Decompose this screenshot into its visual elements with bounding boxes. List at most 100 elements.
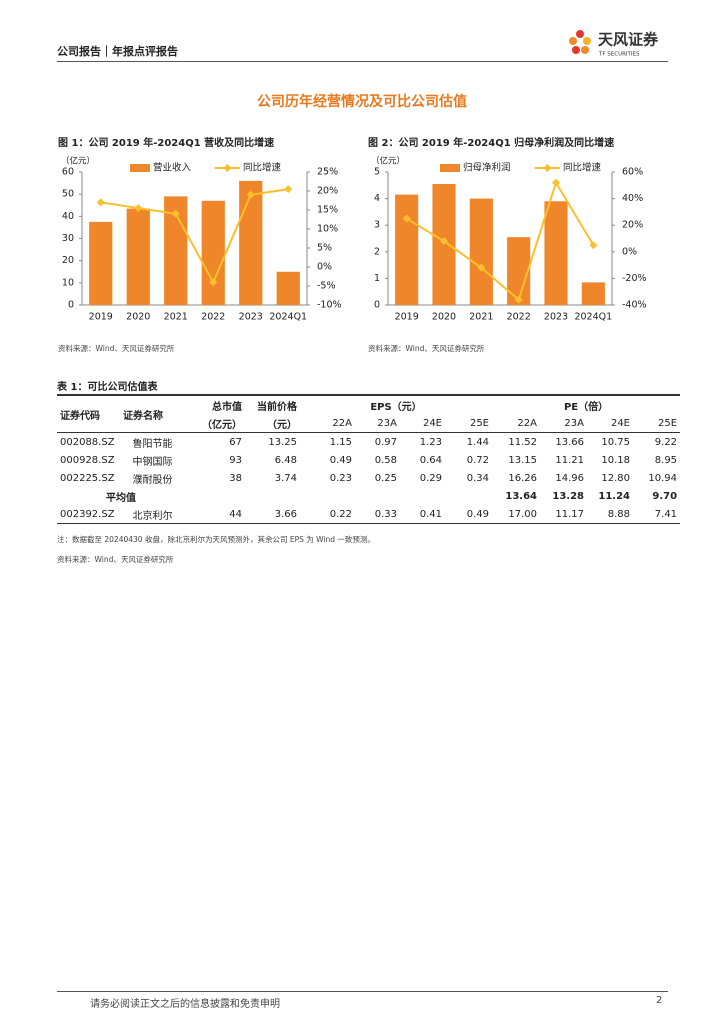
bar — [276, 271, 300, 305]
table-cell: 38 — [229, 472, 242, 484]
table-cell: 0.25 — [374, 472, 397, 484]
table-cell: 濮耐股份 — [132, 474, 173, 486]
x-tick-label: 2021 — [164, 312, 188, 323]
table-cell: 11.52 — [508, 436, 537, 448]
table-cell: 9.70 — [652, 490, 678, 502]
y2-tick-label: 10% — [317, 224, 338, 235]
marker — [171, 209, 180, 218]
table-cell: 25E — [658, 417, 678, 429]
table-cell: 3.66 — [274, 508, 297, 520]
table-cell: 1.44 — [466, 436, 489, 448]
y2-tick-label: 25% — [317, 167, 338, 178]
table-cell: 0.29 — [419, 472, 442, 484]
marker — [284, 185, 293, 194]
table-cell: 13.64 — [505, 490, 537, 502]
table-cell: 鲁阳节能 — [132, 438, 173, 450]
table-cell: 002392.SZ — [60, 508, 115, 520]
table-cell: 10.94 — [648, 472, 678, 484]
marker — [514, 295, 523, 304]
table-row: （亿元） （元） 22A 23A 24E 25E 22A 23A 24E 25E — [57, 414, 681, 433]
table-cell: 8.88 — [607, 508, 630, 520]
valuation-table: 证券代码 证券名称 总市值 当前价格 EPS（元） PE（倍） （亿元） （元） 22A 23A 2… — [57, 394, 681, 524]
x-tick-label: 2019 — [395, 312, 419, 323]
y-tick-label: 40 — [62, 211, 74, 222]
bar — [201, 200, 225, 305]
y-tick-label: 50 — [62, 189, 74, 200]
bar — [126, 208, 150, 305]
table-cell: 0.23 — [329, 472, 352, 484]
table-row: 002392.SZ 北京利尔 44 3.66 0.22 0.33 0.41 0.49 17.00… — [57, 505, 681, 524]
table-cell: 0.97 — [374, 436, 397, 448]
table-cell: 11.17 — [555, 508, 584, 520]
table-cell: 23A — [564, 417, 584, 429]
table-row: 002088.SZ 鲁阳节能 67 13.25 1.15 0.97 1.23 1.44 11.5… — [57, 433, 680, 452]
table-cell: 证券名称 — [123, 410, 163, 422]
table-cell: 16.26 — [508, 472, 537, 484]
chart: 图 1：公司 2019 年-2024Q1 营收及同比增速 （亿元） 0 10 20 30 4… — [58, 136, 342, 323]
chart: 图 2：公司 2019 年-2024Q1 归母净利润及同比增速 （亿元） 0 1 2 3 4… — [368, 136, 647, 323]
table-cell: 9.22 — [654, 436, 678, 448]
table-cell: 000928.SZ — [60, 454, 115, 466]
marker — [402, 214, 411, 223]
table-cell: （元） — [267, 419, 297, 431]
table-cell: 12.80 — [601, 472, 630, 484]
bar — [89, 221, 113, 305]
bar — [581, 282, 605, 305]
x-tick-label: 2023 — [544, 312, 568, 323]
table-cell: 11.24 — [598, 490, 630, 502]
y2-tick-label: 5% — [317, 243, 332, 254]
marker — [96, 198, 105, 207]
x-tick-label: 2024Q1 — [269, 312, 307, 323]
y2-tick-label: 0% — [622, 246, 637, 257]
x-tick-label: 2023 — [239, 312, 263, 323]
table-cell: 0.58 — [374, 454, 397, 466]
table-row: 000928.SZ 中钢国际 93 6.48 0.49 0.58 0.64 0.72 13.15… — [57, 451, 680, 469]
marker — [246, 190, 255, 199]
table-cell: 002088.SZ — [60, 436, 115, 448]
legend-label: 归母净利润 — [463, 162, 511, 174]
table-cell: 0.22 — [329, 508, 352, 520]
bar — [544, 201, 568, 305]
y-tick-label: 3 — [374, 220, 380, 231]
y2-tick-label: 20% — [622, 220, 643, 231]
table-cell: 北京利尔 — [132, 510, 173, 522]
table-cell — [185, 487, 492, 505]
table-row: 证券代码 证券名称 总市值 当前价格 EPS（元） PE（倍） — [57, 395, 681, 422]
table-cell: 44 — [229, 508, 242, 520]
table-row: 平均值 13.64 13.28 11.24 9.70 — [57, 487, 680, 505]
table-cell: 8.95 — [654, 454, 678, 466]
chart-title: 图 1：公司 2019 年-2024Q1 营收及同比增速 — [58, 136, 274, 149]
y-tick-label: 30 — [62, 233, 74, 244]
legend-label: 同比增速 — [563, 162, 602, 174]
table-cell: 1.23 — [419, 436, 442, 448]
header-rule — [57, 61, 668, 62]
table-cell: 10.18 — [601, 454, 630, 466]
table-note: 注：数据截至 20240430 收盘，除北京利尔为天风预测外，其余公司 EPS … — [57, 535, 375, 544]
table-cell: 93 — [229, 454, 242, 466]
table-cell: 24E — [610, 417, 630, 429]
y2-tick-label: 0% — [317, 262, 332, 273]
table-cell: （亿元） — [202, 419, 242, 431]
table-cell: 当前价格 — [257, 401, 297, 413]
table-cell: 0.49 — [466, 508, 489, 520]
chart-source: 资料来源：Wind、天风证券研究所 — [368, 344, 485, 353]
table-cell: PE（倍） — [563, 401, 609, 413]
y-tick-label: 0 — [68, 300, 74, 311]
chart-source: 资料来源：Wind、天风证券研究所 — [58, 344, 175, 353]
table-cell: 13.66 — [555, 436, 584, 448]
y2-tick-label: -10% — [317, 300, 342, 311]
table-cell: 10.75 — [601, 436, 630, 448]
table-cell: 13.28 — [552, 490, 584, 502]
table-cell: 11.21 — [555, 454, 584, 466]
y-tick-label: 5 — [374, 167, 380, 178]
y-tick-label: 20 — [62, 255, 74, 266]
legend-marker — [223, 164, 232, 172]
x-tick-label: 2020 — [432, 312, 456, 323]
marker — [477, 263, 486, 272]
y2-tick-label: 60% — [622, 167, 643, 178]
x-tick-label: 2024Q1 — [574, 312, 612, 323]
line — [406, 180, 595, 302]
x-tick-label: 2022 — [507, 312, 531, 323]
table-cell: 0.64 — [419, 454, 442, 466]
